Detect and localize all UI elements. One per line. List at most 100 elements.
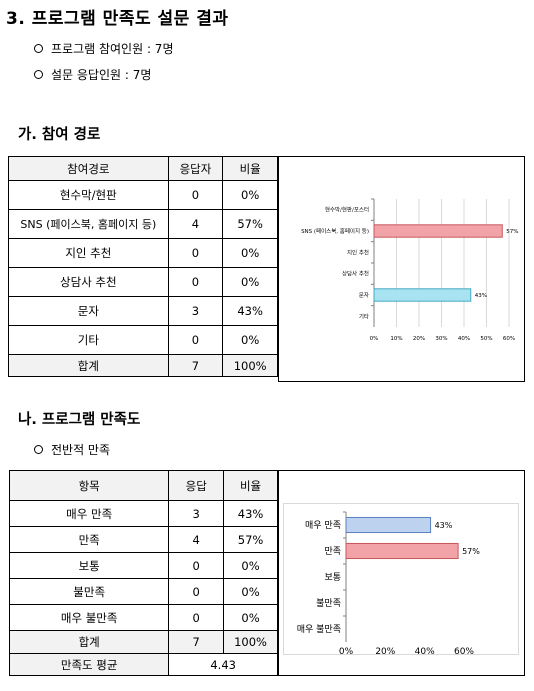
table-cell: 3 <box>167 296 224 326</box>
category-label: 문자 <box>359 291 369 299</box>
table-cell: 0% <box>223 604 278 631</box>
table-header-cell: 응답 <box>168 470 225 501</box>
table-header-cell: 참여경로 <box>8 156 169 181</box>
table-cell: 현수막/현판 <box>8 180 169 210</box>
bar <box>373 224 503 238</box>
table-row: 문자 3 43% <box>8 296 278 326</box>
table-cell: 0 <box>168 552 225 579</box>
table-cell: 57% <box>222 209 278 239</box>
x-tick-label: 50% <box>480 336 492 342</box>
table-cell: 매우 만족 <box>8 500 170 527</box>
table-cell: 0 <box>167 267 224 297</box>
table-cell: SNS (페이스북, 홈페이지 등) <box>8 209 169 239</box>
category-label: 현수막/현판/포스터 <box>325 206 369 214</box>
participants-bullet: 프로그램 참여인원 : 7명 <box>34 40 173 57</box>
satisfaction-chart-area: 0% 20% 40% 60% 매우 만족 43% 만족 57% 보통 불만족 매우 불만족 <box>283 503 519 657</box>
category-label: 상담사 추천 <box>342 270 369 278</box>
table-cell: 0% <box>222 238 278 268</box>
satisfaction-chart-frame: 0% 20% 40% 60% 매우 만족 43% 만족 57% 보통 불만족 매우 불만족 <box>278 470 525 676</box>
table-cell: 상담사 추천 <box>8 267 169 297</box>
category-label: 만족 <box>324 546 341 557</box>
table-total-row: 합계 7 100% <box>8 630 278 654</box>
section-na-heading: 나. 프로그램 만족도 <box>18 412 141 428</box>
table-cell: 43% <box>222 296 278 326</box>
table-row: 매우 불만족 0 0% <box>8 604 278 631</box>
category-label: 기타 <box>359 312 369 320</box>
table-row: SNS (페이스북, 홈페이지 등) 4 57% <box>8 209 278 239</box>
circle-bullet-icon <box>34 70 43 79</box>
table-header-row: 항목 응답 비율 <box>8 470 278 501</box>
respondents-bullet: 설문 응답인원 : 7명 <box>34 66 151 83</box>
overall-satisfaction-text: 전반적 만족 <box>51 443 111 457</box>
x-tick-label: 20% <box>413 336 425 342</box>
table-cell: 0% <box>223 578 278 605</box>
table-row: 기타 0 0% <box>8 325 278 355</box>
table-cell: 0% <box>223 552 278 579</box>
table-row: 불만족 0 0% <box>8 578 278 605</box>
table-row: 보통 0 0% <box>8 552 278 579</box>
table-cell: 만족 <box>8 526 170 553</box>
data-label: 43% <box>435 521 453 530</box>
table-row: 상담사 추천 0 0% <box>8 267 278 297</box>
table-cell: 불만족 <box>8 578 170 605</box>
table-cell: 0 <box>167 180 224 210</box>
table-cell: 0 <box>168 578 225 605</box>
table-cell: 보통 <box>8 552 170 579</box>
table-header-cell: 항목 <box>8 470 170 501</box>
x-tick-label: 40% <box>415 647 435 654</box>
participation-route-chart: 0% 10% 20% 30% 40% 50% 60% 현수막/현판/포스터 SNS (페이스북,… <box>278 156 525 382</box>
data-label: 43% <box>475 293 487 299</box>
table-cell: 기타 <box>8 325 169 355</box>
circle-bullet-icon <box>34 445 43 454</box>
x-tick-label: 0% <box>370 336 379 342</box>
section-ga-heading: 가. 참여 경로 <box>18 127 101 143</box>
table-cell: 문자 <box>8 296 169 326</box>
participation-route-table: 참여경로 응답자 비율 현수막/현판 0 0% SNS (페이스북, 홈페이지 … <box>8 156 278 377</box>
table-cell: 7 <box>167 354 224 377</box>
table-cell: 4 <box>168 526 225 553</box>
table-cell: 0 <box>168 604 225 631</box>
average-row: 만족도 평균 4.43 <box>8 653 278 676</box>
participants-text: 프로그램 참여인원 : 7명 <box>51 42 174 56</box>
category-label: 불만족 <box>316 598 341 609</box>
data-label: 57% <box>462 547 480 556</box>
table-header-row: 참여경로 응답자 비율 <box>8 156 278 181</box>
category-label: 지인 추천 <box>347 248 369 256</box>
overall-satisfaction-bullet: 전반적 만족 <box>34 441 110 458</box>
respondents-text: 설문 응답인원 : 7명 <box>51 68 152 82</box>
x-tick-label: 0% <box>339 647 354 654</box>
table-total-row: 합계 7 100% <box>8 354 278 377</box>
table-cell: 100% <box>222 354 278 377</box>
table-cell: 0 <box>167 238 224 268</box>
bar <box>345 516 432 534</box>
data-label: 57% <box>506 229 518 235</box>
table-cell: 합계 <box>8 354 169 377</box>
table-cell: 57% <box>223 526 278 553</box>
table-header-cell: 응답자 <box>167 156 224 181</box>
table-cell: 43% <box>223 500 278 527</box>
average-value: 4.43 <box>168 653 278 676</box>
table-cell: 0% <box>222 325 278 355</box>
x-tick-label: 40% <box>458 336 470 342</box>
x-tick-label: 10% <box>390 336 402 342</box>
table-cell: 0% <box>222 180 278 210</box>
table-row: 현수막/현판 0 0% <box>8 180 278 210</box>
table-cell: 매우 불만족 <box>8 604 170 631</box>
x-tick-label: 60% <box>454 647 474 654</box>
table-row: 지인 추천 0 0% <box>8 238 278 268</box>
table-row: 만족 4 57% <box>8 526 278 553</box>
table-header-cell: 비율 <box>223 470 278 501</box>
table-cell: 3 <box>168 500 225 527</box>
table-cell: 0 <box>167 325 224 355</box>
x-tick-label: 20% <box>375 647 395 654</box>
x-tick-label: 30% <box>435 336 447 342</box>
table-header-cell: 비율 <box>222 156 278 181</box>
category-label: 매우 만족 <box>305 520 341 531</box>
bar <box>373 288 472 302</box>
circle-bullet-icon <box>34 44 43 53</box>
table-cell: 0% <box>222 267 278 297</box>
category-label: SNS (페이스북, 홈페이지 등) <box>301 227 369 235</box>
participation-route-chart-svg: 0% 10% 20% 30% 40% 50% 60% 현수막/현판/포스터 SNS (페이스북,… <box>301 198 518 342</box>
bar <box>345 542 459 560</box>
